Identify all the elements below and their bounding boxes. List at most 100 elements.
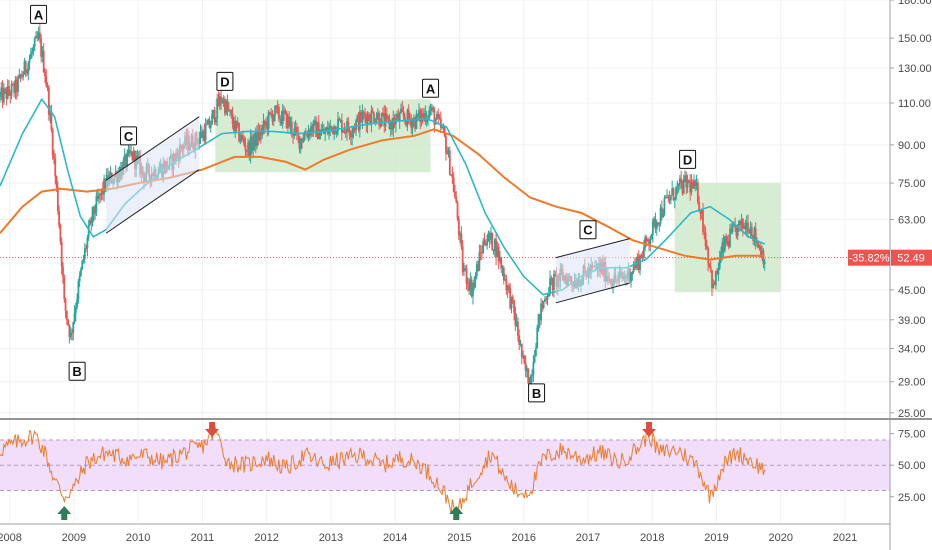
candle-body xyxy=(253,132,256,143)
candle-body xyxy=(304,133,307,135)
candle-body xyxy=(392,118,395,130)
candle-body xyxy=(479,252,482,254)
candle-body xyxy=(465,268,468,284)
candle-body xyxy=(716,270,719,275)
candle-body xyxy=(754,228,757,243)
candle-body xyxy=(358,111,361,130)
candle-body xyxy=(696,182,699,202)
candle-body xyxy=(663,197,666,215)
candle-body xyxy=(127,150,130,153)
candle-body xyxy=(19,74,22,77)
candle-body xyxy=(14,79,17,93)
candle-body xyxy=(72,322,75,333)
candle-body xyxy=(538,314,541,321)
candle-body xyxy=(761,250,764,258)
candle-body xyxy=(646,239,649,241)
candle-body xyxy=(0,87,3,95)
candle-body xyxy=(319,134,321,140)
candle-body xyxy=(677,183,680,186)
candle-body xyxy=(463,269,465,272)
candle-body xyxy=(668,198,671,201)
change-badge xyxy=(848,249,890,266)
candle-body xyxy=(276,106,279,108)
candle-body xyxy=(99,193,102,195)
candle-body xyxy=(373,113,375,123)
rsi-axis-label: 50.00 xyxy=(898,460,926,472)
candle-body xyxy=(714,270,717,286)
candle-body xyxy=(452,177,455,192)
candle-body xyxy=(669,195,672,201)
candle-body xyxy=(306,134,309,137)
candle-body xyxy=(510,296,513,308)
current-price-badge xyxy=(891,249,932,266)
wave-label-box xyxy=(30,4,48,24)
candle-body xyxy=(216,98,219,119)
candle-body xyxy=(419,110,422,123)
candle-body xyxy=(698,201,701,211)
candle-body xyxy=(739,220,742,226)
candle-body xyxy=(104,178,107,191)
candle-body xyxy=(702,210,704,233)
wave-label-d: D xyxy=(683,152,692,167)
sell-signal-arrow-icon xyxy=(642,422,657,437)
candle-body xyxy=(723,236,726,251)
price-axis-label: 130.00 xyxy=(898,63,932,75)
candle-body xyxy=(375,118,378,123)
candle-body xyxy=(51,129,54,156)
candle-body xyxy=(137,156,140,158)
candle-body xyxy=(20,76,23,78)
candle-body xyxy=(78,275,81,282)
candle-body xyxy=(64,298,67,311)
time-axis-label: 2016 xyxy=(511,532,535,544)
candle-body xyxy=(437,113,440,118)
candle-body xyxy=(252,142,255,151)
candle-body xyxy=(128,150,131,154)
time-axis-label: 2013 xyxy=(319,532,343,544)
price-axis-label: 180.00 xyxy=(898,0,932,7)
candle-body xyxy=(504,279,506,281)
candle-body xyxy=(650,234,653,240)
candle-body xyxy=(202,131,204,138)
time-axis-label: 2011 xyxy=(191,532,215,544)
candle-body xyxy=(77,281,80,300)
candle-body xyxy=(206,124,208,126)
candle-body xyxy=(397,113,400,121)
candle-body xyxy=(403,116,406,121)
candle-body xyxy=(682,178,685,194)
candle-body xyxy=(744,225,747,230)
candle-body xyxy=(687,180,690,182)
candle-body xyxy=(100,188,103,195)
candle-body xyxy=(466,283,469,285)
time-axis-label: 2019 xyxy=(704,532,728,544)
candle-body xyxy=(6,86,9,99)
candle-body xyxy=(58,211,61,226)
candle-body xyxy=(694,180,697,187)
candle-body xyxy=(636,256,639,262)
candle-body xyxy=(80,269,82,276)
candle-body xyxy=(473,279,476,288)
candle-body xyxy=(299,138,302,150)
rsi-panel xyxy=(0,422,890,520)
price-axis-label: 39.00 xyxy=(898,315,926,327)
candle-body xyxy=(509,287,512,308)
candle-body xyxy=(718,258,721,269)
candle-body xyxy=(450,174,453,176)
candle-body xyxy=(256,130,258,147)
wave-label-b: B xyxy=(72,364,81,379)
candle-body xyxy=(483,240,486,244)
candle-body xyxy=(71,332,73,334)
candle-body xyxy=(263,120,266,126)
candle-body xyxy=(250,136,253,151)
candle-body xyxy=(649,239,652,244)
rsi-axis-label: 75.00 xyxy=(898,429,926,441)
candle-body xyxy=(366,114,369,126)
candle-body xyxy=(17,77,19,93)
wave-label-box xyxy=(216,71,234,91)
candle-body xyxy=(267,112,270,129)
candle-body xyxy=(362,112,365,114)
candle-body xyxy=(506,285,509,291)
candle-body xyxy=(482,240,485,253)
candle-body xyxy=(0,94,1,98)
price-axis-label: 110.00 xyxy=(898,98,931,110)
candle-body xyxy=(537,314,540,328)
